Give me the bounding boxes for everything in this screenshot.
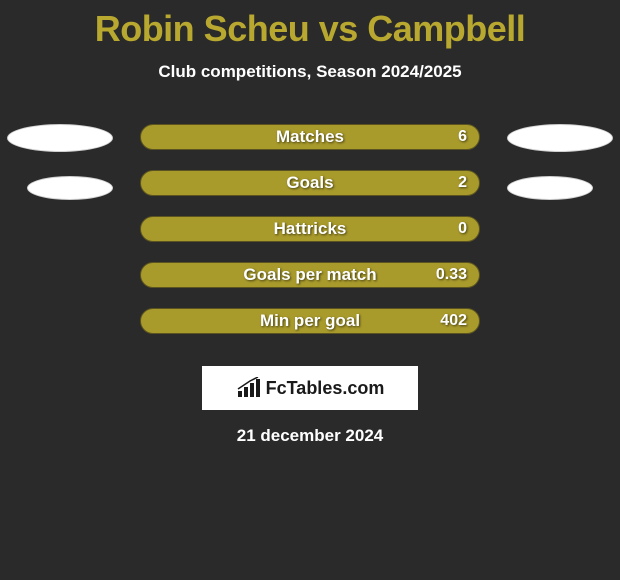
stat-label: Goals	[286, 173, 333, 193]
stat-value: 402	[440, 312, 467, 330]
logo-text: FcTables.com	[266, 378, 385, 399]
stat-label: Matches	[276, 127, 344, 147]
stat-row: Goals per match 0.33	[0, 262, 620, 308]
stat-row: Matches 6	[0, 124, 620, 170]
stat-bar: Hattricks 0	[140, 216, 480, 242]
stat-row: Hattricks 0	[0, 216, 620, 262]
stat-row: Goals 2	[0, 170, 620, 216]
stat-value: 2	[458, 174, 467, 192]
stat-bar: Matches 6	[140, 124, 480, 150]
logo-box: FcTables.com	[202, 366, 418, 410]
bar-chart-icon	[236, 377, 262, 399]
stat-bar: Goals 2	[140, 170, 480, 196]
stat-value: 0	[458, 220, 467, 238]
stats-container: Matches 6 Goals 2 Hattricks 0 Goals per …	[0, 124, 620, 354]
stat-bar: Goals per match 0.33	[140, 262, 480, 288]
footer-date: 21 december 2024	[0, 426, 620, 446]
page-title: Robin Scheu vs Campbell	[0, 0, 620, 50]
stat-value: 0.33	[436, 266, 467, 284]
stat-label: Goals per match	[243, 265, 376, 285]
stat-label: Hattricks	[274, 219, 347, 239]
page-subtitle: Club competitions, Season 2024/2025	[0, 62, 620, 82]
stat-bar: Min per goal 402	[140, 308, 480, 334]
stat-row: Min per goal 402	[0, 308, 620, 354]
stat-value: 6	[458, 128, 467, 146]
stat-label: Min per goal	[260, 311, 360, 331]
